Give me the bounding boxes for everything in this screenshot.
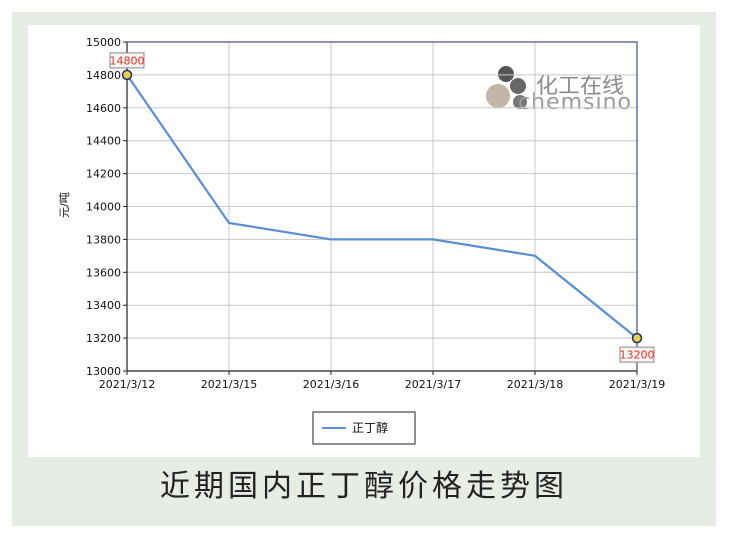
- y-tick-label: 13800: [86, 233, 121, 246]
- chart-panel: [28, 25, 700, 457]
- legend-label: 正丁醇: [352, 420, 388, 435]
- y-tick-label: 14400: [86, 135, 121, 148]
- y-tick-label: 14600: [86, 102, 121, 115]
- y-tick-label: 13200: [86, 332, 121, 345]
- grid: [126, 41, 638, 372]
- y-tick-label: 13600: [86, 266, 121, 279]
- x-tick-label: 2021/3/18: [507, 378, 563, 391]
- watermark-en: chemsino: [518, 90, 632, 115]
- x-tick-label: 2021/3/12: [99, 378, 155, 391]
- y-tick-label: 14000: [86, 201, 121, 214]
- chemsino-logo-icon: [486, 66, 527, 109]
- x-tick-label: 2021/3/16: [303, 378, 359, 391]
- data-label: 14800: [110, 54, 145, 67]
- chart-caption: 近期国内正丁醇价格走势图: [160, 469, 568, 504]
- y-tick-label: 15000: [86, 36, 121, 49]
- series: [121, 69, 643, 344]
- y-tick-label: 14800: [86, 69, 121, 82]
- data-label-box: [619, 346, 655, 363]
- x-tick-label: 2021/3/15: [201, 378, 257, 391]
- data-label-box: [109, 52, 145, 69]
- data-label: 13200: [620, 349, 655, 362]
- data-point-marker: [631, 332, 643, 344]
- data-point-marker: [121, 69, 133, 81]
- x-tick-label: 2021/3/17: [405, 378, 461, 391]
- x-tick-label: 2021/3/19: [609, 378, 665, 391]
- y-tick-label: 13000: [86, 365, 121, 378]
- axes: 13000 13200 13400 13600 13800 14000 14200 14400…: [86, 36, 665, 391]
- legend: 正丁醇: [312, 411, 416, 445]
- y-tick-label: 13400: [86, 299, 121, 312]
- y-axis-label: 元/吨: [58, 192, 71, 218]
- labels: 14800 13200: [109, 52, 655, 363]
- watermark-cn: 化工在线: [536, 74, 625, 99]
- y-tick-label: 14200: [86, 168, 121, 181]
- series-line: [126, 74, 638, 339]
